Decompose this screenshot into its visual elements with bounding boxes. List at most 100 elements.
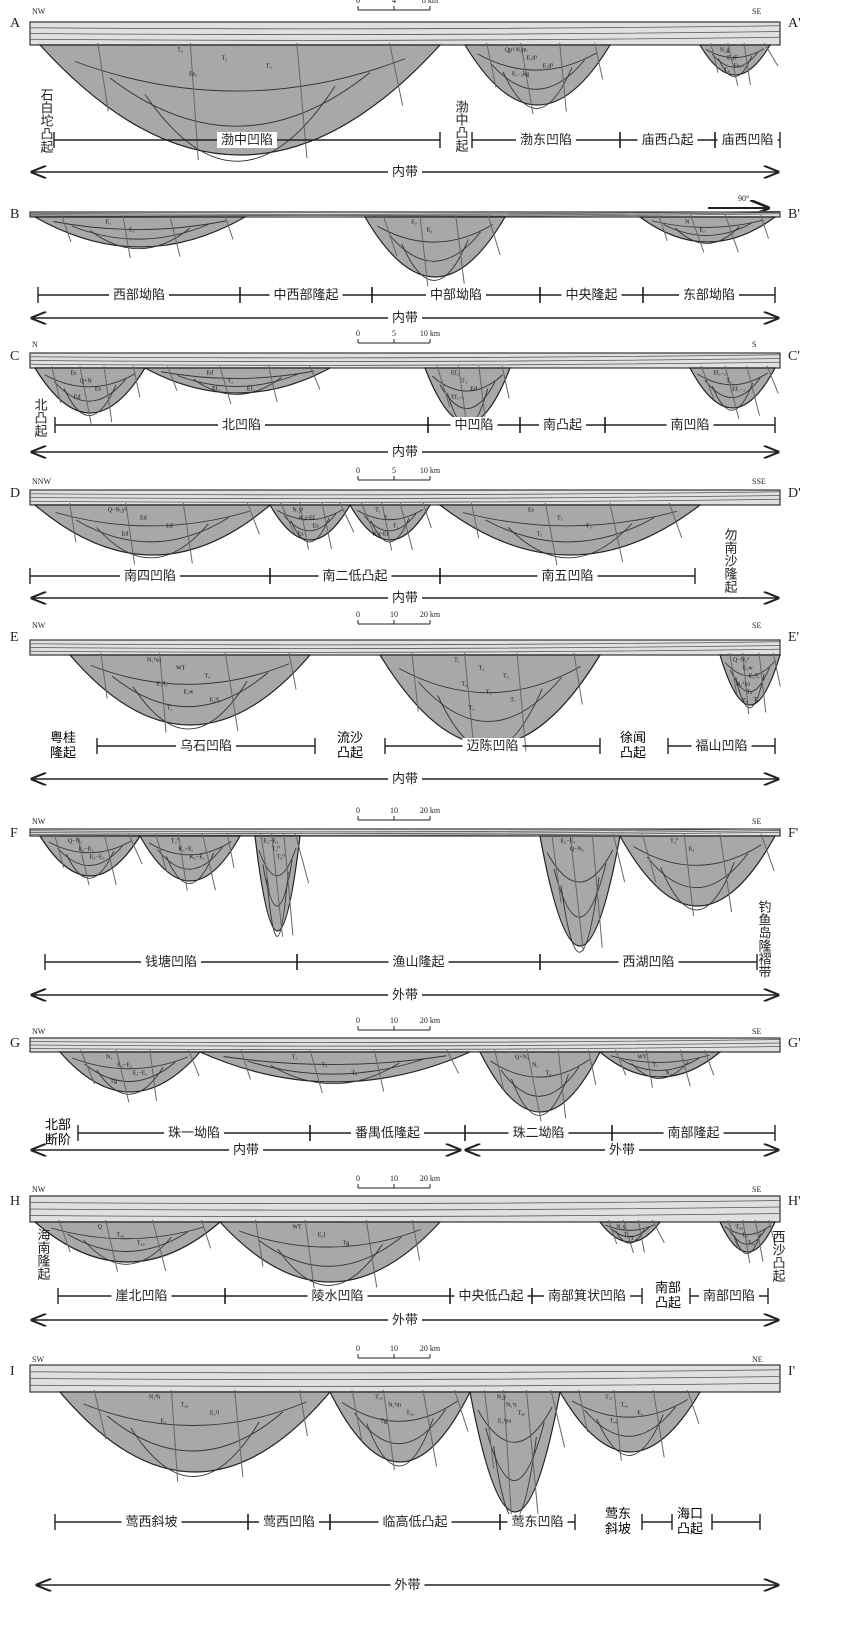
unit-label: T₅ [503,673,509,679]
unit-label: T₆₀ [518,1410,526,1416]
zone-label: 西沙凸起 [771,1230,786,1283]
unit-label: T₄⁰ [277,853,286,860]
zone-label: 中部坳陷 [430,287,482,302]
belt-label: 外带 [394,1577,420,1592]
zone-label: 福山凹陷 [695,738,747,753]
unit-label: T₈ [724,68,730,74]
unit-label: T₁ [167,705,173,711]
direction-label: SE [752,1027,761,1036]
scale-label: 20 km [420,1344,441,1353]
unit-label: Tg [380,1418,387,1424]
unit-label: Es₁₋₂ [733,63,746,69]
zone-label: 南部凹陷 [703,1288,755,1303]
unit-label: Tg [343,1240,350,1246]
zone-label: 南部凸起 [651,1280,685,1310]
zone-label: 南凸起 [543,417,582,432]
zone-label-box: 南部凸起 [651,1280,685,1314]
zone-label: 西部坳陷 [113,287,165,302]
section-end-label: F' [788,826,798,841]
rotation-label: 90° [738,194,749,203]
zone-label-box: 北部断阶 [41,1117,75,1151]
zone-label: 乌石凹陷 [180,738,232,753]
scale-label: 10 [390,610,398,619]
section-start-label: B [10,207,19,222]
unit-label: Ef₁₋₂ [732,385,745,392]
scale-label: 20 km [420,610,441,619]
unit-label: T₂⁰ [272,845,281,852]
section-start-label: C [10,349,19,364]
unit-label: Q+N₂ [515,1054,529,1060]
unit-label: Ed [206,370,213,376]
unit-label: T₇ [652,1062,658,1068]
unit-label: N₂ [665,1070,671,1076]
direction-label: SW [32,1355,44,1364]
unit-label: E₂ [161,1418,167,1424]
zone-label: 钱塘凹陷 [145,954,197,969]
unit-label: T₃ [486,689,492,695]
zone-label: 南五凹陷 [541,568,593,583]
unit-label: E₂³l₁ [749,673,760,679]
zone-label: 中央隆起 [565,287,617,302]
unit-label: T₀ [177,47,183,53]
belt-label: 内带 [392,771,418,786]
unit-label: N₁¹xa [147,657,161,663]
unit-label: T₄ [204,673,210,679]
scale-label: 20 km [420,1016,441,1025]
basin [350,505,430,540]
unit-label: E₂ [742,1232,748,1238]
scale-label: 20 km [420,1174,441,1183]
unit-label: T₇ [510,697,516,703]
section-start-label: E [10,630,19,645]
zone-label: 中西部隆起 [273,287,338,302]
unit-label: Ef₁₋₂ [451,393,464,400]
zone-label: 莺东凹陷 [511,1514,563,1529]
unit-label: E₂ [699,227,705,233]
unit-label: E₃¹l [210,1410,220,1416]
unit-label: T₂ [222,55,228,61]
direction-label: NW [32,1027,46,1036]
unit-label: T₃₀ [181,1402,189,1408]
unit-label: Ed [166,523,173,529]
scale-label: 20 km [420,806,441,815]
unit-label: Es [95,386,102,392]
basin [380,655,600,745]
zone-label: 北部断阶 [41,1117,75,1147]
zone-label: 勿南沙隆起 [723,528,738,594]
zone-label: 徐闻凸起 [616,730,650,760]
unit-label: T₈₀ [610,1418,618,1424]
unit-label: T₁ [393,523,399,529]
zone-label: 海口凸起 [673,1506,707,1536]
basin [540,836,620,946]
unit-label: T₂ [292,1054,298,1060]
basin [425,368,510,423]
shallow-layers [30,1365,780,1392]
section-end-label: C' [788,349,800,364]
unit-label: E₂¹l₁ [210,697,221,703]
unit-label: N₁¹m [388,1402,401,1408]
section-start-label: D [10,486,20,501]
section-panel: DD'NNWSSE0510 kmQ−N₁y²N₁y¹T₁EsEdK₂t-EfT₃… [10,466,801,606]
zone-label: 渔山隆起 [392,954,444,969]
direction-label: SSE [752,477,766,486]
zone-label: 莺东斜坡 [601,1506,635,1536]
scale-label: 0 [356,1174,360,1183]
zone-label-box: 海口凸起 [673,1506,707,1540]
scale-label: 8 km [422,0,439,5]
unit-label: N [685,219,690,225]
scale-label: 0 [356,1344,360,1353]
basin [35,217,245,247]
zone-label: 钓鱼岛隆褶带 [757,900,772,978]
unit-label: T₂ [227,378,233,384]
basin [720,655,780,705]
fault [764,43,778,66]
zone-label: 临高低凸起 [382,1514,447,1529]
zone-label: 庙西凸起 [641,132,693,147]
basin [480,1052,600,1112]
belt-label: 内带 [392,444,418,459]
zone-label: 崖北凹陷 [115,1288,167,1303]
section-end-label: I' [788,1364,795,1379]
unit-label: Q−N₂ [68,838,82,844]
section-start-label: F [10,826,18,841]
unit-label: E₂²l₂ [156,681,167,687]
